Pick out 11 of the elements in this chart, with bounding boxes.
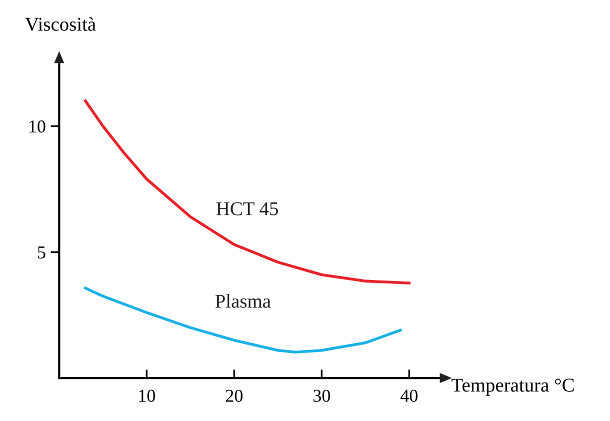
x-axis-title: Temperatura °C — [452, 378, 574, 396]
y-tick-label: 5 — [38, 246, 46, 259]
x-tick-label: 40 — [400, 390, 418, 402]
x-tick-label: 30 — [314, 390, 330, 402]
x-tick-label: 20 — [226, 390, 243, 402]
line-series — [84, 100, 411, 284]
y-axis-title: Viscosità — [25, 17, 96, 31]
series-label: Plasma — [215, 294, 271, 308]
x-tick-label: 10 — [139, 390, 156, 402]
series-label: HCT 45 — [216, 202, 278, 216]
line-series — [84, 286, 402, 354]
